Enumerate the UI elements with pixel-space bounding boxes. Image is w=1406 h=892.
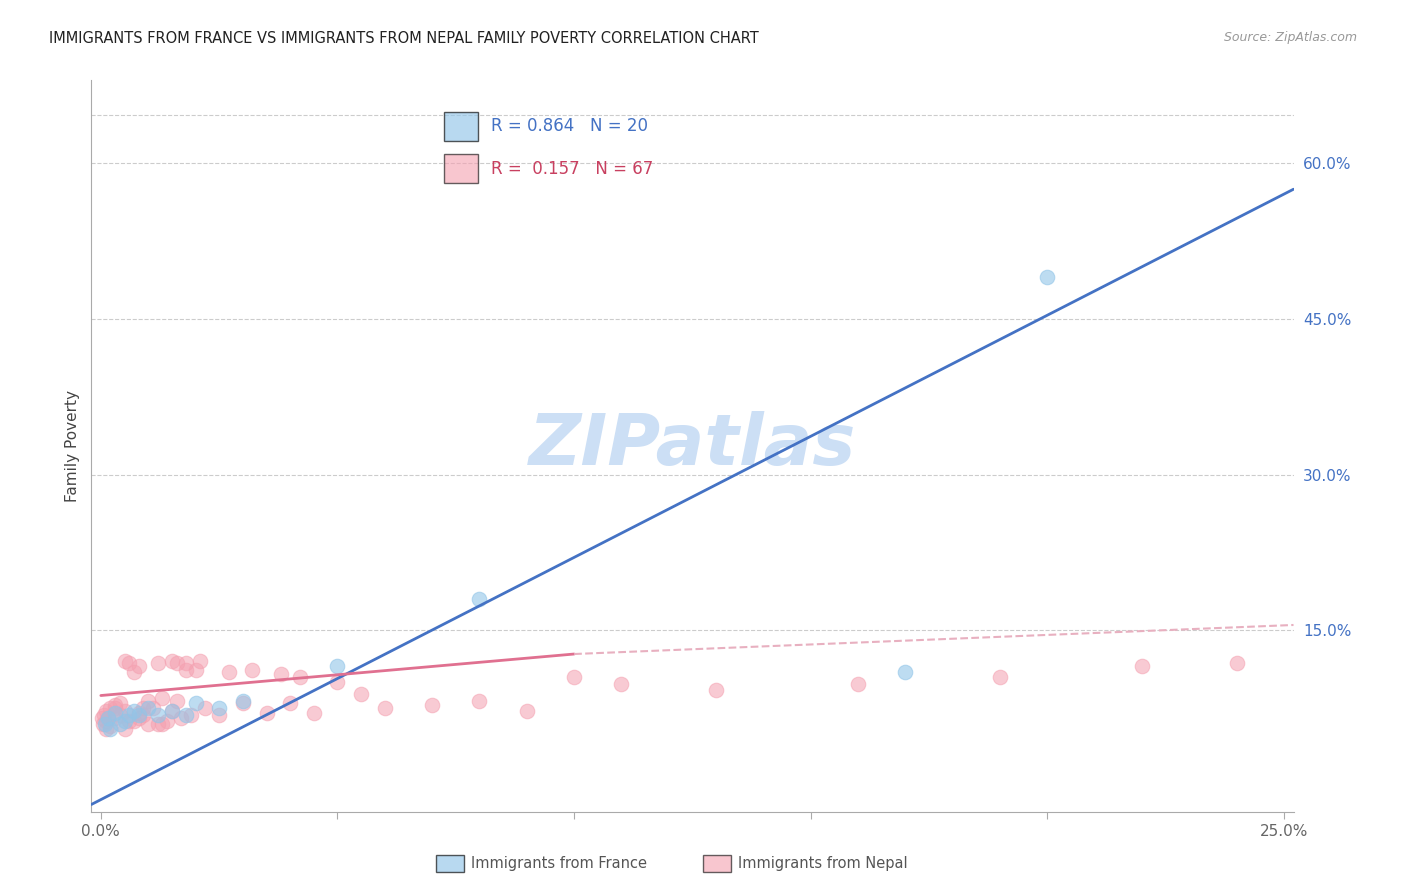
Point <box>184 663 207 677</box>
Point <box>1036 270 1059 285</box>
Point <box>420 698 443 712</box>
Point <box>94 714 117 729</box>
Point <box>128 711 150 725</box>
Point <box>846 677 869 691</box>
Point <box>104 701 127 715</box>
Point <box>170 711 193 725</box>
Point <box>166 694 188 708</box>
Text: ZIPatlas: ZIPatlas <box>529 411 856 481</box>
Point <box>97 711 120 725</box>
Point <box>156 714 179 729</box>
Point <box>160 704 183 718</box>
Point <box>208 708 231 723</box>
Point <box>128 708 150 723</box>
Point <box>122 665 145 679</box>
Point <box>160 704 183 718</box>
Point <box>118 708 141 723</box>
Point <box>704 683 727 698</box>
Point <box>132 708 155 723</box>
Point <box>232 694 254 708</box>
Point <box>108 696 131 710</box>
Point <box>146 708 169 723</box>
Text: Immigrants from France: Immigrants from France <box>471 856 647 871</box>
Point <box>184 696 207 710</box>
Point <box>128 659 150 673</box>
Point <box>468 592 491 607</box>
Point <box>114 714 136 729</box>
Point <box>1226 657 1249 671</box>
Point <box>104 706 127 721</box>
Point <box>94 722 117 736</box>
Point <box>468 694 491 708</box>
Point <box>516 704 538 718</box>
Point <box>188 654 211 668</box>
Point <box>988 670 1011 684</box>
Point <box>194 701 217 715</box>
Point <box>160 654 183 668</box>
Point <box>142 701 165 715</box>
Point <box>166 657 188 671</box>
Point <box>98 722 121 736</box>
Y-axis label: Family Poverty: Family Poverty <box>65 390 80 502</box>
Point <box>94 704 117 718</box>
Point <box>136 701 159 715</box>
Point <box>97 711 120 725</box>
Point <box>98 718 121 732</box>
Point <box>326 675 349 690</box>
Point <box>208 701 231 715</box>
Point <box>218 665 240 679</box>
Point <box>562 670 585 684</box>
Point <box>146 716 169 731</box>
Point <box>350 688 373 702</box>
Point <box>104 698 127 712</box>
Point <box>374 701 396 715</box>
Point <box>232 696 254 710</box>
Point <box>122 704 145 718</box>
Point <box>118 714 141 729</box>
Point <box>93 716 115 731</box>
Point <box>278 696 301 710</box>
Point <box>114 704 136 718</box>
Point <box>146 657 169 671</box>
Point <box>136 694 159 708</box>
Point <box>174 708 197 723</box>
Point <box>128 706 150 721</box>
Point <box>91 711 114 725</box>
Point <box>174 657 197 671</box>
Point <box>108 708 131 723</box>
Point <box>610 677 633 691</box>
Point <box>302 706 325 721</box>
Point <box>174 663 197 677</box>
Point <box>118 657 141 671</box>
Point <box>93 708 115 723</box>
Point <box>240 663 263 677</box>
Point <box>180 708 202 723</box>
Point <box>326 659 349 673</box>
Point <box>1130 659 1153 673</box>
Point <box>150 716 173 731</box>
Text: Immigrants from Nepal: Immigrants from Nepal <box>738 856 908 871</box>
Point <box>894 665 917 679</box>
Point <box>136 716 159 731</box>
Point <box>114 722 136 736</box>
Point <box>122 714 145 729</box>
Point <box>91 716 114 731</box>
Point <box>150 690 173 705</box>
Point <box>98 701 121 715</box>
Point <box>104 711 127 725</box>
Point <box>270 666 292 681</box>
Point <box>288 670 311 684</box>
Point <box>256 706 278 721</box>
Point <box>108 716 131 731</box>
Text: IMMIGRANTS FROM FRANCE VS IMMIGRANTS FROM NEPAL FAMILY POVERTY CORRELATION CHART: IMMIGRANTS FROM FRANCE VS IMMIGRANTS FRO… <box>49 31 759 46</box>
Text: Source: ZipAtlas.com: Source: ZipAtlas.com <box>1223 31 1357 45</box>
Point <box>132 701 155 715</box>
Point <box>114 654 136 668</box>
